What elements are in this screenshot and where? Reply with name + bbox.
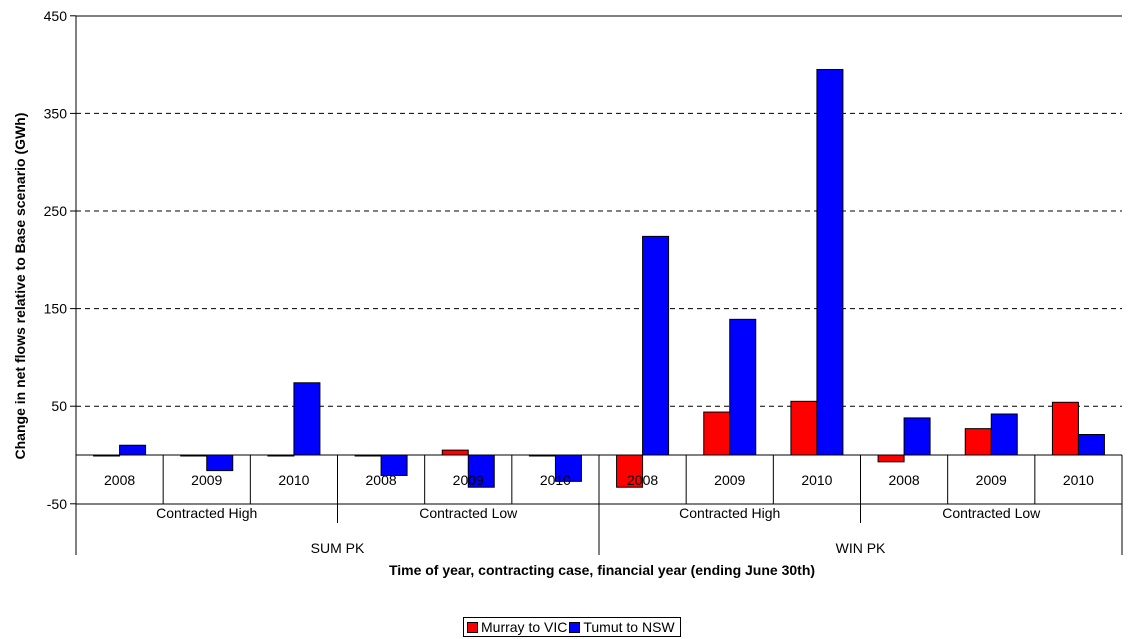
bar-tumut-to-nsw <box>1077 434 1105 456</box>
y-tick-label: -50 <box>47 496 67 512</box>
legend-swatch <box>467 621 478 633</box>
x-tick-label-year: 2009 <box>453 472 484 488</box>
bar-tumut-to-nsw <box>642 235 670 456</box>
bar-tumut-to-nsw <box>119 444 147 456</box>
legend-label: Murray to VIC <box>481 619 568 635</box>
bar-murray-to-vic <box>93 454 121 457</box>
bar-murray-to-vic <box>703 411 731 456</box>
bar-murray-to-vic <box>354 454 382 457</box>
x-tick-label-year: 2008 <box>627 472 658 488</box>
y-tick-label: 350 <box>44 105 68 121</box>
bar-tumut-to-nsw <box>467 454 495 488</box>
x-tick-label-year: 2010 <box>801 472 832 488</box>
y-tick-label: 150 <box>44 301 68 317</box>
bar-murray-to-vic <box>441 449 469 456</box>
bars <box>93 68 1105 488</box>
bar-murray-to-vic <box>616 454 644 488</box>
bar-tumut-to-nsw <box>293 382 321 456</box>
bar-tumut-to-nsw <box>816 68 844 456</box>
x-group-label-case: Contracted Low <box>419 505 518 521</box>
y-tick-label: 450 <box>44 8 68 24</box>
legend-label: Tumut to NSW <box>583 619 675 635</box>
legend: Murray to VIC Tumut to NSW <box>463 617 681 637</box>
bar-murray-to-vic <box>877 454 905 463</box>
x-group-label-season: SUM PK <box>311 540 365 556</box>
bar-tumut-to-nsw <box>729 318 757 456</box>
legend-item: Murray to VIC <box>467 619 567 635</box>
x-tick-label-year: 2010 <box>1063 472 1094 488</box>
y-tick-label: 50 <box>51 398 67 414</box>
x-group-label-case: Contracted High <box>156 505 257 521</box>
bar-murray-to-vic <box>180 454 208 457</box>
bar-tumut-to-nsw <box>380 454 408 476</box>
bar-tumut-to-nsw <box>990 413 1018 456</box>
bar-murray-to-vic <box>267 454 295 457</box>
bar-murray-to-vic <box>964 428 992 456</box>
x-group-label-case: Contracted High <box>679 505 780 521</box>
x-group-label-case: Contracted Low <box>942 505 1041 521</box>
bar-tumut-to-nsw <box>206 454 234 472</box>
x-axis-title: Time of year, contracting case, financia… <box>389 562 815 578</box>
axis-labels: -50 50 150 250 350 450 2008 2009 2010 2008 2009 201… <box>44 8 1095 556</box>
legend-item: Tumut to NSW <box>569 619 675 635</box>
x-tick-label-year: 2010 <box>540 472 571 488</box>
legend-swatch <box>569 621 581 633</box>
x-tick-label-year: 2008 <box>366 472 397 488</box>
bar-murray-to-vic <box>528 454 556 457</box>
x-tick-label-year: 2009 <box>714 472 745 488</box>
bar-murray-to-vic <box>790 400 818 456</box>
bar-tumut-to-nsw <box>903 417 931 456</box>
gridlines <box>76 112 1122 407</box>
axes <box>70 15 1123 555</box>
x-tick-label-year: 2009 <box>976 472 1007 488</box>
x-tick-label-year: 2008 <box>104 472 135 488</box>
bar-murray-to-vic <box>1051 401 1079 456</box>
x-tick-label-year: 2010 <box>278 472 309 488</box>
bar-tumut-to-nsw <box>554 454 582 482</box>
x-group-label-season: WIN PK <box>836 540 886 556</box>
y-axis-title: Change in net flows relative to Base sce… <box>12 113 28 460</box>
x-tick-label-year: 2008 <box>889 472 920 488</box>
x-tick-label-year: 2009 <box>191 472 222 488</box>
y-tick-label: 250 <box>44 203 68 219</box>
